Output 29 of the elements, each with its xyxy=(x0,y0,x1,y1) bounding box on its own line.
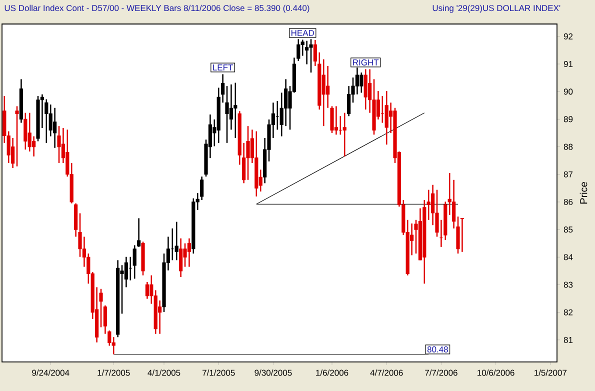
x-tick-label: 1/5/2007 xyxy=(534,370,567,376)
x-tick-label: 9/24/2004 xyxy=(32,370,70,376)
chart-title: US Dollar Index Cont - D57/00 - WEEKLY Bars 8/11/2006 Close = 85.390 (0.440) xyxy=(4,4,310,13)
x-tick-label: 1/7/2005 xyxy=(98,370,130,376)
annotation: LEFT xyxy=(213,64,234,70)
x-tick-label: 1/6/2006 xyxy=(316,370,348,376)
y-tick-label: 82 xyxy=(564,309,573,316)
x-tick-label: 9/30/2005 xyxy=(254,370,292,376)
y-tick-label: 92 xyxy=(564,33,573,40)
y-tick-label: 85 xyxy=(564,226,573,233)
y-tick-label: 86 xyxy=(564,198,573,205)
annotation: HEAD xyxy=(291,30,314,36)
y-tick-label: 88 xyxy=(564,144,573,150)
x-tick-label: 7/7/2006 xyxy=(425,370,458,376)
y-tick-label: 87 xyxy=(564,171,573,178)
y-tick-label: 89 xyxy=(564,116,573,122)
x-tick-label: 4/7/2006 xyxy=(370,370,403,376)
y-tick-label: 91 xyxy=(564,61,573,68)
y-tick-label: 83 xyxy=(564,282,573,288)
chart-subtitle: Using '29(29)US DOLLAR INDEX' xyxy=(432,4,560,13)
x-tick-label: 10/6/2006 xyxy=(478,370,514,376)
x-tick-label: 4/1/2005 xyxy=(148,370,180,376)
annotation: RIGHT xyxy=(353,59,379,66)
y-tick-label: 81 xyxy=(564,336,573,343)
annotation: 80.48 xyxy=(427,346,448,352)
y-tick-label: 84 xyxy=(564,254,573,260)
y-axis-title: Price xyxy=(580,182,588,204)
x-tick-label: 7/1/2005 xyxy=(202,370,235,376)
y-tick-label: 90 xyxy=(564,88,573,95)
